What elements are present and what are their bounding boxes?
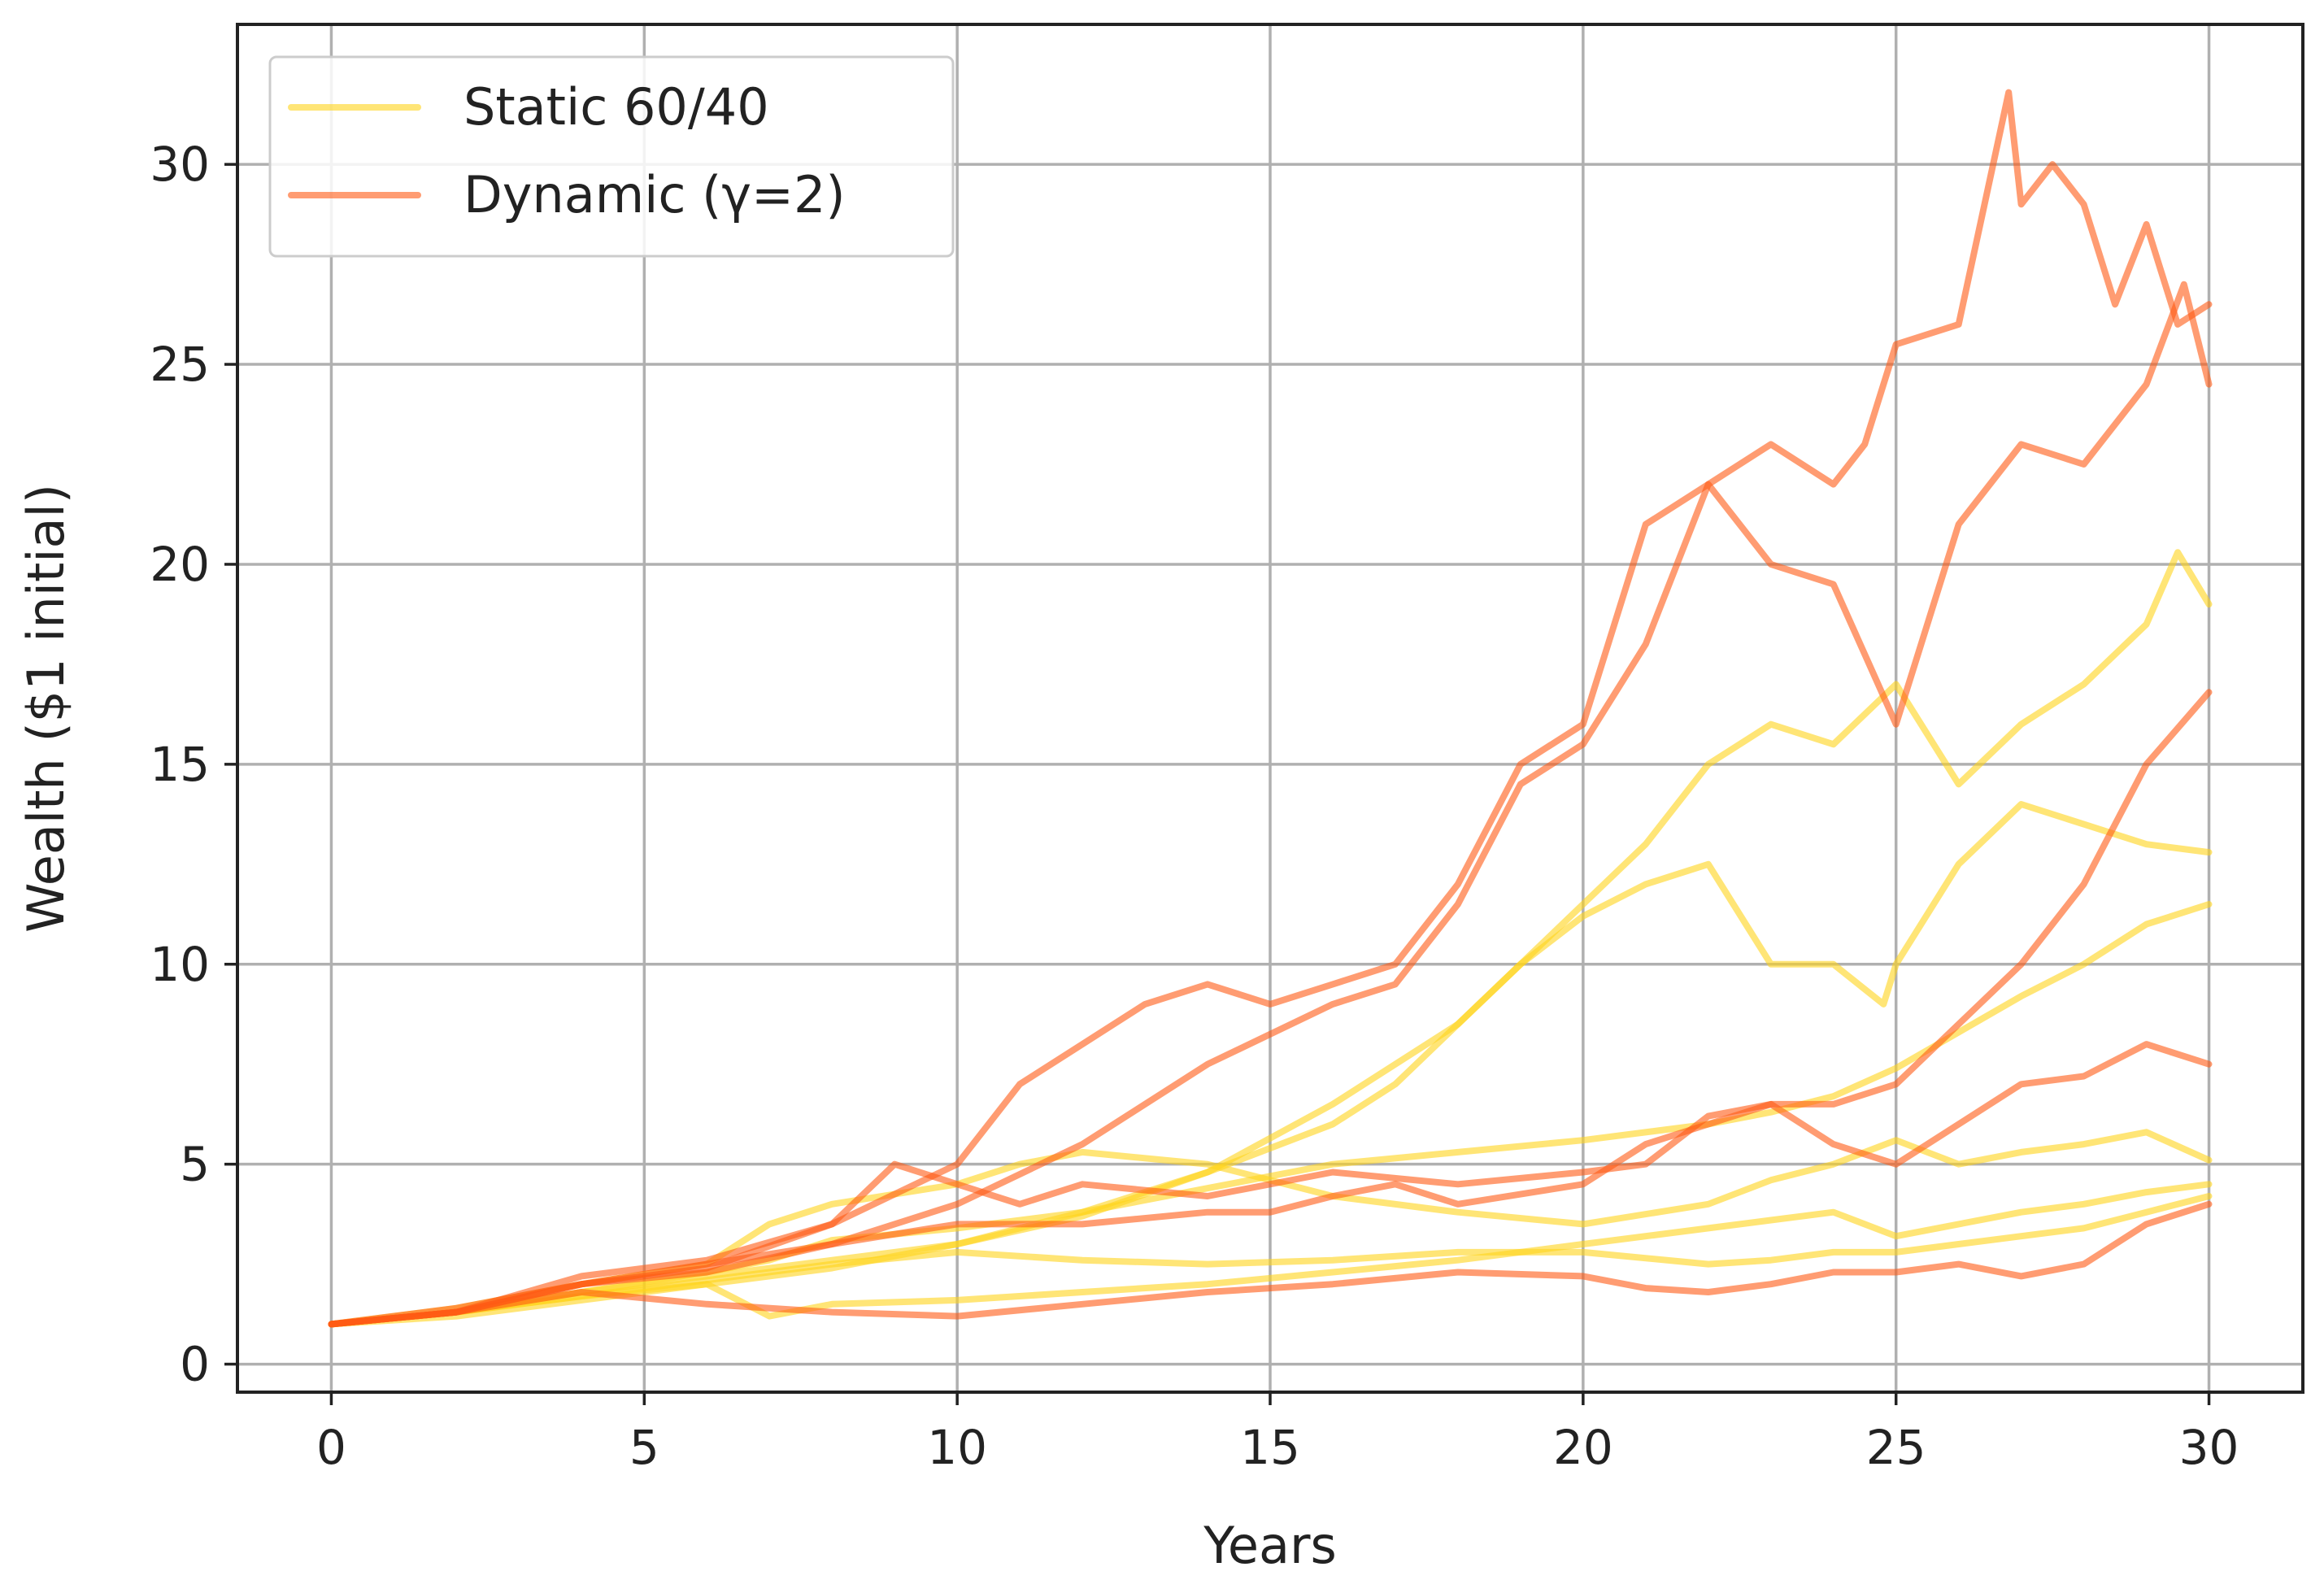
x-tick-label: 20 bbox=[1553, 1420, 1613, 1475]
data-series bbox=[328, 89, 2213, 1328]
y-tick-label: 10 bbox=[150, 937, 210, 992]
x-tick-label: 15 bbox=[1240, 1420, 1300, 1475]
legend: Static 60/40 Dynamic (γ=2) bbox=[268, 55, 955, 258]
y-tick-label: 25 bbox=[150, 337, 210, 392]
dynamic-series-line-6 bbox=[328, 281, 2213, 1328]
x-axis-title: Years bbox=[1203, 1516, 1337, 1575]
y-tick-label: 0 bbox=[180, 1337, 210, 1392]
grid-lines bbox=[237, 24, 2303, 1392]
x-tick-label: 10 bbox=[927, 1420, 987, 1475]
dynamic-series-line-7 bbox=[328, 89, 2213, 1328]
y-axis-title: Wealth ($1 initial) bbox=[16, 484, 76, 933]
static-6040-series-line-5 bbox=[328, 1193, 2213, 1328]
dynamic-series-line-10 bbox=[328, 1200, 2213, 1328]
static-6040-series-line-1 bbox=[328, 801, 2213, 1328]
dynamic-series-line-8 bbox=[328, 689, 2213, 1328]
y-tick-label: 20 bbox=[150, 537, 210, 592]
axis-ticks: 0 5 10 15 20 25 30 0 5 10 15 20 25 30 bbox=[150, 137, 2239, 1475]
dynamic-series-line-9 bbox=[328, 1041, 2213, 1328]
static-6040-series-line-2 bbox=[328, 549, 2213, 1328]
x-tick-label: 5 bbox=[629, 1420, 659, 1475]
legend-label-static: Static 60/40 bbox=[463, 77, 769, 137]
x-tick-label: 30 bbox=[2179, 1420, 2239, 1475]
y-tick-label: 15 bbox=[150, 737, 210, 792]
x-tick-label: 25 bbox=[1866, 1420, 1926, 1475]
y-tick-label: 5 bbox=[180, 1137, 210, 1192]
static-6040-series-line-4 bbox=[328, 1181, 2213, 1328]
legend-label-dynamic: Dynamic (γ=2) bbox=[463, 165, 846, 224]
x-tick-label: 0 bbox=[316, 1420, 346, 1475]
y-tick-label: 30 bbox=[150, 137, 210, 192]
legend-box bbox=[268, 55, 955, 258]
static-6040-series-line-3 bbox=[328, 1129, 2213, 1328]
